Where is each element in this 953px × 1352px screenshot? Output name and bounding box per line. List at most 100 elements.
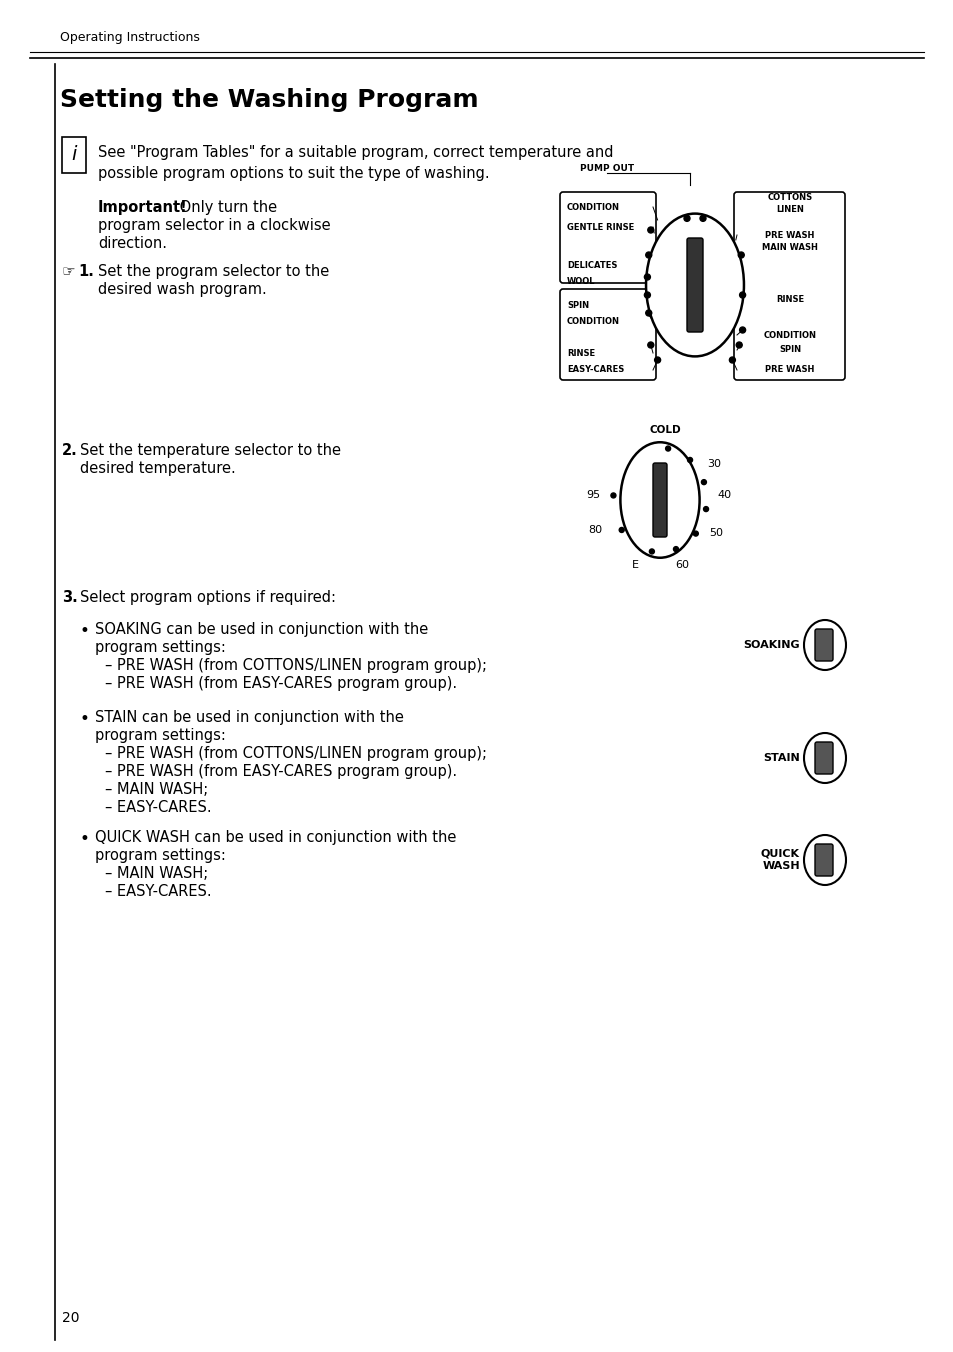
Text: CONDITION: CONDITION xyxy=(566,203,619,211)
Circle shape xyxy=(739,292,745,297)
Text: E: E xyxy=(631,561,639,571)
Text: 3.: 3. xyxy=(62,589,77,604)
Text: program settings:: program settings: xyxy=(95,848,226,863)
Circle shape xyxy=(654,357,659,362)
Text: STAIN: STAIN xyxy=(762,753,800,763)
Text: – PRE WASH (from EASY-CARES program group).: – PRE WASH (from EASY-CARES program grou… xyxy=(105,764,456,779)
Text: QUICK WASH can be used in conjunction with the: QUICK WASH can be used in conjunction wi… xyxy=(95,830,456,845)
Circle shape xyxy=(738,251,743,258)
Text: GENTLE RINSE: GENTLE RINSE xyxy=(566,223,634,231)
Text: desired temperature.: desired temperature. xyxy=(80,461,235,476)
Text: SPIN: SPIN xyxy=(778,346,801,354)
Text: QUICK: QUICK xyxy=(760,849,800,859)
Text: COTTONS: COTTONS xyxy=(766,192,812,201)
Text: RINSE: RINSE xyxy=(775,296,803,304)
Text: 50: 50 xyxy=(709,529,722,538)
Text: •: • xyxy=(80,710,90,727)
Text: desired wash program.: desired wash program. xyxy=(98,283,267,297)
Circle shape xyxy=(645,310,651,316)
Text: – PRE WASH (from EASY-CARES program group).: – PRE WASH (from EASY-CARES program grou… xyxy=(105,676,456,691)
Circle shape xyxy=(693,531,698,537)
Circle shape xyxy=(739,327,745,333)
Text: PRE WASH: PRE WASH xyxy=(764,230,814,239)
Text: WOOL: WOOL xyxy=(566,277,595,287)
Text: PUMP OUT: PUMP OUT xyxy=(579,164,634,173)
Text: – PRE WASH (from COTTONS/LINEN program group);: – PRE WASH (from COTTONS/LINEN program g… xyxy=(105,658,486,673)
Ellipse shape xyxy=(803,733,845,783)
Text: 2.: 2. xyxy=(62,443,77,458)
Text: LINEN: LINEN xyxy=(775,206,803,215)
Text: Set the temperature selector to the: Set the temperature selector to the xyxy=(80,443,340,458)
Circle shape xyxy=(647,342,653,347)
Text: 30: 30 xyxy=(706,460,720,469)
Text: – MAIN WASH;: – MAIN WASH; xyxy=(105,867,208,882)
FancyBboxPatch shape xyxy=(733,192,844,380)
Circle shape xyxy=(643,274,650,280)
FancyBboxPatch shape xyxy=(814,742,832,773)
Text: Operating Instructions: Operating Instructions xyxy=(60,31,200,45)
Text: 1.: 1. xyxy=(78,264,93,279)
Text: 60: 60 xyxy=(675,561,688,571)
Circle shape xyxy=(647,227,653,233)
Text: EASY-CARES: EASY-CARES xyxy=(566,365,623,375)
Text: ☞: ☞ xyxy=(62,264,75,279)
Text: 40: 40 xyxy=(717,489,731,500)
Ellipse shape xyxy=(803,836,845,886)
Text: 20: 20 xyxy=(62,1311,79,1325)
Text: •: • xyxy=(80,622,90,639)
Text: – EASY-CARES.: – EASY-CARES. xyxy=(105,884,212,899)
Text: SOAKING: SOAKING xyxy=(742,639,800,650)
Text: SOAKING can be used in conjunction with the: SOAKING can be used in conjunction with … xyxy=(95,622,428,637)
Text: direction.: direction. xyxy=(98,237,167,251)
Ellipse shape xyxy=(645,214,743,357)
FancyBboxPatch shape xyxy=(652,462,666,537)
FancyBboxPatch shape xyxy=(62,137,86,173)
Circle shape xyxy=(643,292,650,297)
Circle shape xyxy=(736,342,741,347)
Text: PRE WASH: PRE WASH xyxy=(764,365,814,375)
Text: DELICATES: DELICATES xyxy=(566,261,617,269)
Text: 80: 80 xyxy=(587,525,601,535)
Text: CONDITION: CONDITION xyxy=(762,330,816,339)
FancyBboxPatch shape xyxy=(559,289,656,380)
Text: COLD: COLD xyxy=(648,425,680,435)
Circle shape xyxy=(665,446,670,452)
Text: Select program options if required:: Select program options if required: xyxy=(80,589,335,604)
Text: – PRE WASH (from COTTONS/LINEN program group);: – PRE WASH (from COTTONS/LINEN program g… xyxy=(105,746,486,761)
FancyBboxPatch shape xyxy=(686,238,702,333)
Text: program settings:: program settings: xyxy=(95,639,226,654)
Text: – MAIN WASH;: – MAIN WASH; xyxy=(105,781,208,796)
Text: program settings:: program settings: xyxy=(95,727,226,744)
FancyBboxPatch shape xyxy=(559,192,656,283)
Circle shape xyxy=(683,215,689,222)
Circle shape xyxy=(729,357,735,362)
Text: 95: 95 xyxy=(586,489,600,500)
Text: •: • xyxy=(80,830,90,848)
Text: Set the program selector to the: Set the program selector to the xyxy=(98,264,329,279)
Circle shape xyxy=(610,493,616,498)
FancyBboxPatch shape xyxy=(814,629,832,661)
Circle shape xyxy=(645,251,651,258)
Ellipse shape xyxy=(619,442,699,558)
Text: Important!: Important! xyxy=(98,200,188,215)
Text: SPIN: SPIN xyxy=(566,300,589,310)
Circle shape xyxy=(702,507,708,511)
Text: STAIN can be used in conjunction with the: STAIN can be used in conjunction with th… xyxy=(95,710,403,725)
Text: i: i xyxy=(71,146,76,165)
Text: RINSE: RINSE xyxy=(566,349,595,357)
Circle shape xyxy=(700,480,705,484)
Text: Only turn the: Only turn the xyxy=(174,200,276,215)
Circle shape xyxy=(618,527,623,533)
Text: MAIN WASH: MAIN WASH xyxy=(761,243,817,253)
Text: program selector in a clockwise: program selector in a clockwise xyxy=(98,218,331,233)
Text: WASH: WASH xyxy=(761,861,800,871)
Circle shape xyxy=(649,549,654,554)
FancyBboxPatch shape xyxy=(814,844,832,876)
Text: Setting the Washing Program: Setting the Washing Program xyxy=(60,88,478,112)
Ellipse shape xyxy=(803,621,845,671)
Circle shape xyxy=(673,546,678,552)
Circle shape xyxy=(700,215,705,222)
Text: CONDITION: CONDITION xyxy=(566,316,619,326)
Text: See "Program Tables" for a suitable program, correct temperature and
possible pr: See "Program Tables" for a suitable prog… xyxy=(98,145,613,181)
Circle shape xyxy=(687,457,692,462)
